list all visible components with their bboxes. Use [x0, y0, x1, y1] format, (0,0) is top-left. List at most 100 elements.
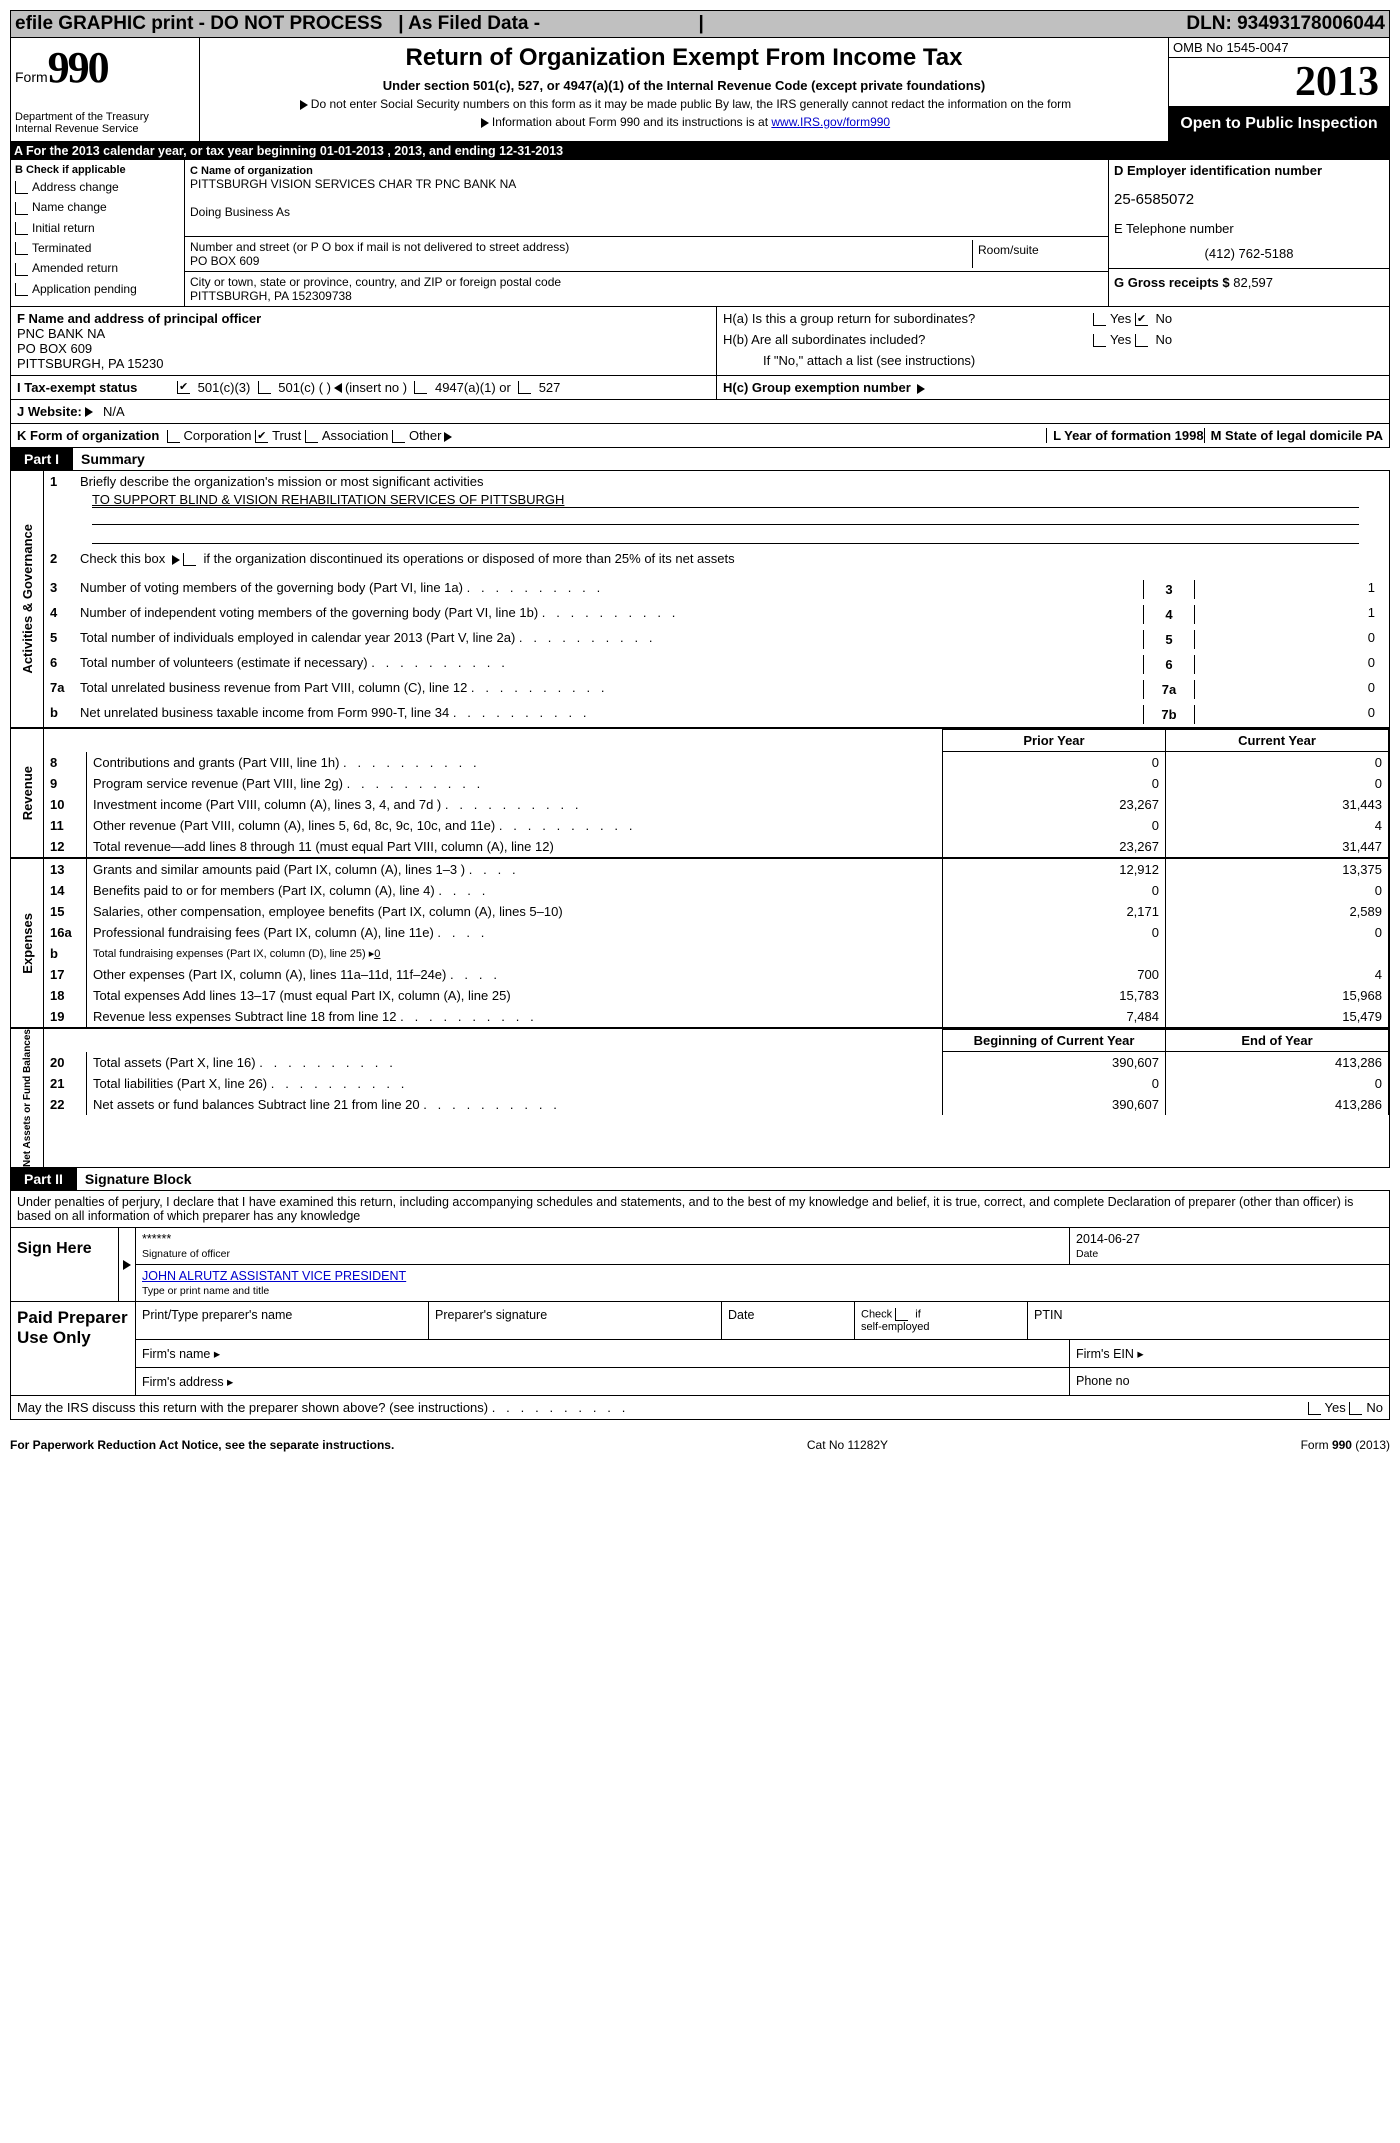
website-row: J Website: N/A	[10, 399, 1390, 423]
dln-value: 93493178006044	[1237, 13, 1385, 34]
hb-yes-check[interactable]	[1093, 334, 1106, 347]
top-bar: efile GRAPHIC print - DO NOT PROCESS | A…	[10, 10, 1390, 38]
dln-label: DLN:	[1186, 13, 1231, 34]
c17: 4	[1166, 964, 1389, 985]
p22: 390,607	[943, 1094, 1166, 1115]
l2-check[interactable]	[183, 553, 196, 566]
website-value: N/A	[103, 404, 125, 419]
l1-value: TO SUPPORT BLIND & VISION REHABILITATION…	[92, 492, 564, 507]
sig-intro: Under penalties of perjury, I declare th…	[11, 1191, 1389, 1227]
l20: Total assets (Part X, line 16)	[87, 1052, 943, 1074]
check-amended[interactable]: Amended return	[15, 261, 180, 275]
officer-name[interactable]: JOHN ALRUTZ ASSISTANT VICE PRESIDENT	[142, 1269, 406, 1283]
p8: 0	[943, 752, 1166, 774]
status-4947[interactable]	[414, 381, 427, 394]
hb-label: H(b) Are all subordinates included?	[723, 332, 1093, 347]
side-activities: Activities & Governance	[20, 524, 35, 674]
v6: 0	[1195, 655, 1383, 670]
l9: Program service revenue (Part VIII, line…	[87, 773, 943, 794]
k-corp[interactable]	[167, 430, 180, 443]
l12: Total revenue—add lines 8 through 11 (mu…	[87, 836, 943, 857]
hb-no-check[interactable]	[1135, 334, 1148, 347]
f-label: F Name and address of principal officer	[17, 311, 261, 326]
city-label: City or town, state or province, country…	[190, 275, 561, 289]
status-527[interactable]	[518, 381, 531, 394]
v5: 0	[1195, 630, 1383, 645]
p14: 0	[943, 880, 1166, 901]
ha-no-check[interactable]	[1135, 313, 1148, 326]
form-number: 990	[48, 42, 108, 93]
c10: 31,443	[1166, 794, 1389, 815]
irs-label: Internal Revenue Service	[15, 123, 195, 135]
discuss-yes[interactable]	[1308, 1402, 1321, 1415]
v7a: 0	[1195, 680, 1383, 695]
officer-name-label: Type or print name and title	[142, 1285, 269, 1297]
p20: 390,607	[943, 1052, 1166, 1074]
check-initial[interactable]: Initial return	[15, 221, 180, 235]
self-employed-check[interactable]	[895, 1308, 908, 1321]
c16a: 0	[1166, 922, 1389, 943]
k-other[interactable]	[392, 430, 405, 443]
e-phone-label: E Telephone number	[1109, 218, 1389, 239]
m-label: M State of legal domicile PA	[1211, 428, 1383, 443]
part1-header: Part I Summary	[10, 448, 1390, 470]
l17: Other expenses (Part IX, column (A), lin…	[87, 964, 943, 985]
c21: 0	[1166, 1073, 1389, 1094]
h-note: If "No," attach a list (see instructions…	[763, 353, 1383, 368]
asfiled-note: As Filed Data -	[408, 13, 540, 34]
dba-label: Doing Business As	[190, 205, 290, 219]
check-name[interactable]: Name change	[15, 200, 180, 214]
l18: Total expenses Add lines 13–17 (must equ…	[87, 985, 943, 1006]
ein-value: 25-6585072	[1109, 185, 1389, 214]
l4: Number of independent voting members of …	[80, 605, 1143, 620]
p10: 23,267	[943, 794, 1166, 815]
k-trust[interactable]	[255, 430, 268, 443]
l16a: Professional fundraising fees (Part IX, …	[87, 922, 943, 943]
officer-l1: PNC BANK NA	[17, 326, 105, 341]
l16bv: 0	[374, 948, 380, 960]
k-label: K Form of organization	[17, 428, 159, 443]
officer-l3: PITTSBURGH, PA 15230	[17, 356, 163, 371]
l16b: Total fundraising expenses (Part IX, col…	[93, 948, 374, 960]
irs-link[interactable]: www.IRS.gov/form990	[771, 115, 890, 129]
k-assoc[interactable]	[305, 430, 318, 443]
b-label: B Check if applicable	[15, 164, 180, 176]
side-revenue: Revenue	[20, 766, 35, 820]
part1-body: Activities & Governance 1Briefly describ…	[10, 470, 1390, 1168]
l13: Grants and similar amounts paid (Part IX…	[87, 859, 943, 880]
room-label: Room/suite	[972, 240, 1103, 268]
side-netassets: Net Assets or Fund Balances	[22, 1029, 33, 1167]
form-label: Form	[15, 69, 48, 85]
sig-date-label: Date	[1076, 1248, 1098, 1260]
p11: 0	[943, 815, 1166, 836]
form-title: Return of Organization Exempt From Incom…	[204, 44, 1164, 72]
prep-sig-label: Preparer's signature	[429, 1302, 722, 1339]
l-label: L Year of formation 1998	[1053, 428, 1204, 443]
ha-yes-check[interactable]	[1093, 313, 1106, 326]
pra-notice: For Paperwork Reduction Act Notice, see …	[10, 1438, 394, 1452]
c19: 15,479	[1166, 1006, 1389, 1027]
boy-header: Beginning of Current Year	[943, 1030, 1166, 1052]
l15: Salaries, other compensation, employee b…	[87, 901, 943, 922]
org-city: PITTSBURGH, PA 152309738	[190, 289, 352, 303]
discuss-no[interactable]	[1349, 1402, 1362, 1415]
revenue-table: Prior YearCurrent Year 8Contributions an…	[44, 729, 1389, 857]
part2-title: Signature Block	[77, 1168, 200, 1190]
org-name: PITTSBURGH VISION SERVICES CHAR TR PNC B…	[190, 177, 516, 191]
check-address[interactable]: Address change	[15, 180, 180, 194]
d-label: D Employer identification number	[1114, 163, 1322, 178]
status-501c[interactable]	[258, 381, 271, 394]
status-501c3[interactable]	[177, 381, 190, 394]
c8: 0	[1166, 752, 1389, 774]
p15: 2,171	[943, 901, 1166, 922]
sig-date: 2014-06-27	[1076, 1232, 1140, 1246]
ha-label: H(a) Is this a group return for subordin…	[723, 311, 1093, 326]
prep-date-label: Date	[722, 1302, 855, 1339]
check-pending[interactable]: Application pending	[15, 282, 180, 296]
c11: 4	[1166, 815, 1389, 836]
j-label: J Website:	[17, 404, 82, 419]
cat-no: Cat No 11282Y	[807, 1438, 888, 1452]
check-terminated[interactable]: Terminated	[15, 241, 180, 255]
hc-label: H(c) Group exemption number	[723, 380, 911, 395]
p13: 12,912	[943, 859, 1166, 880]
